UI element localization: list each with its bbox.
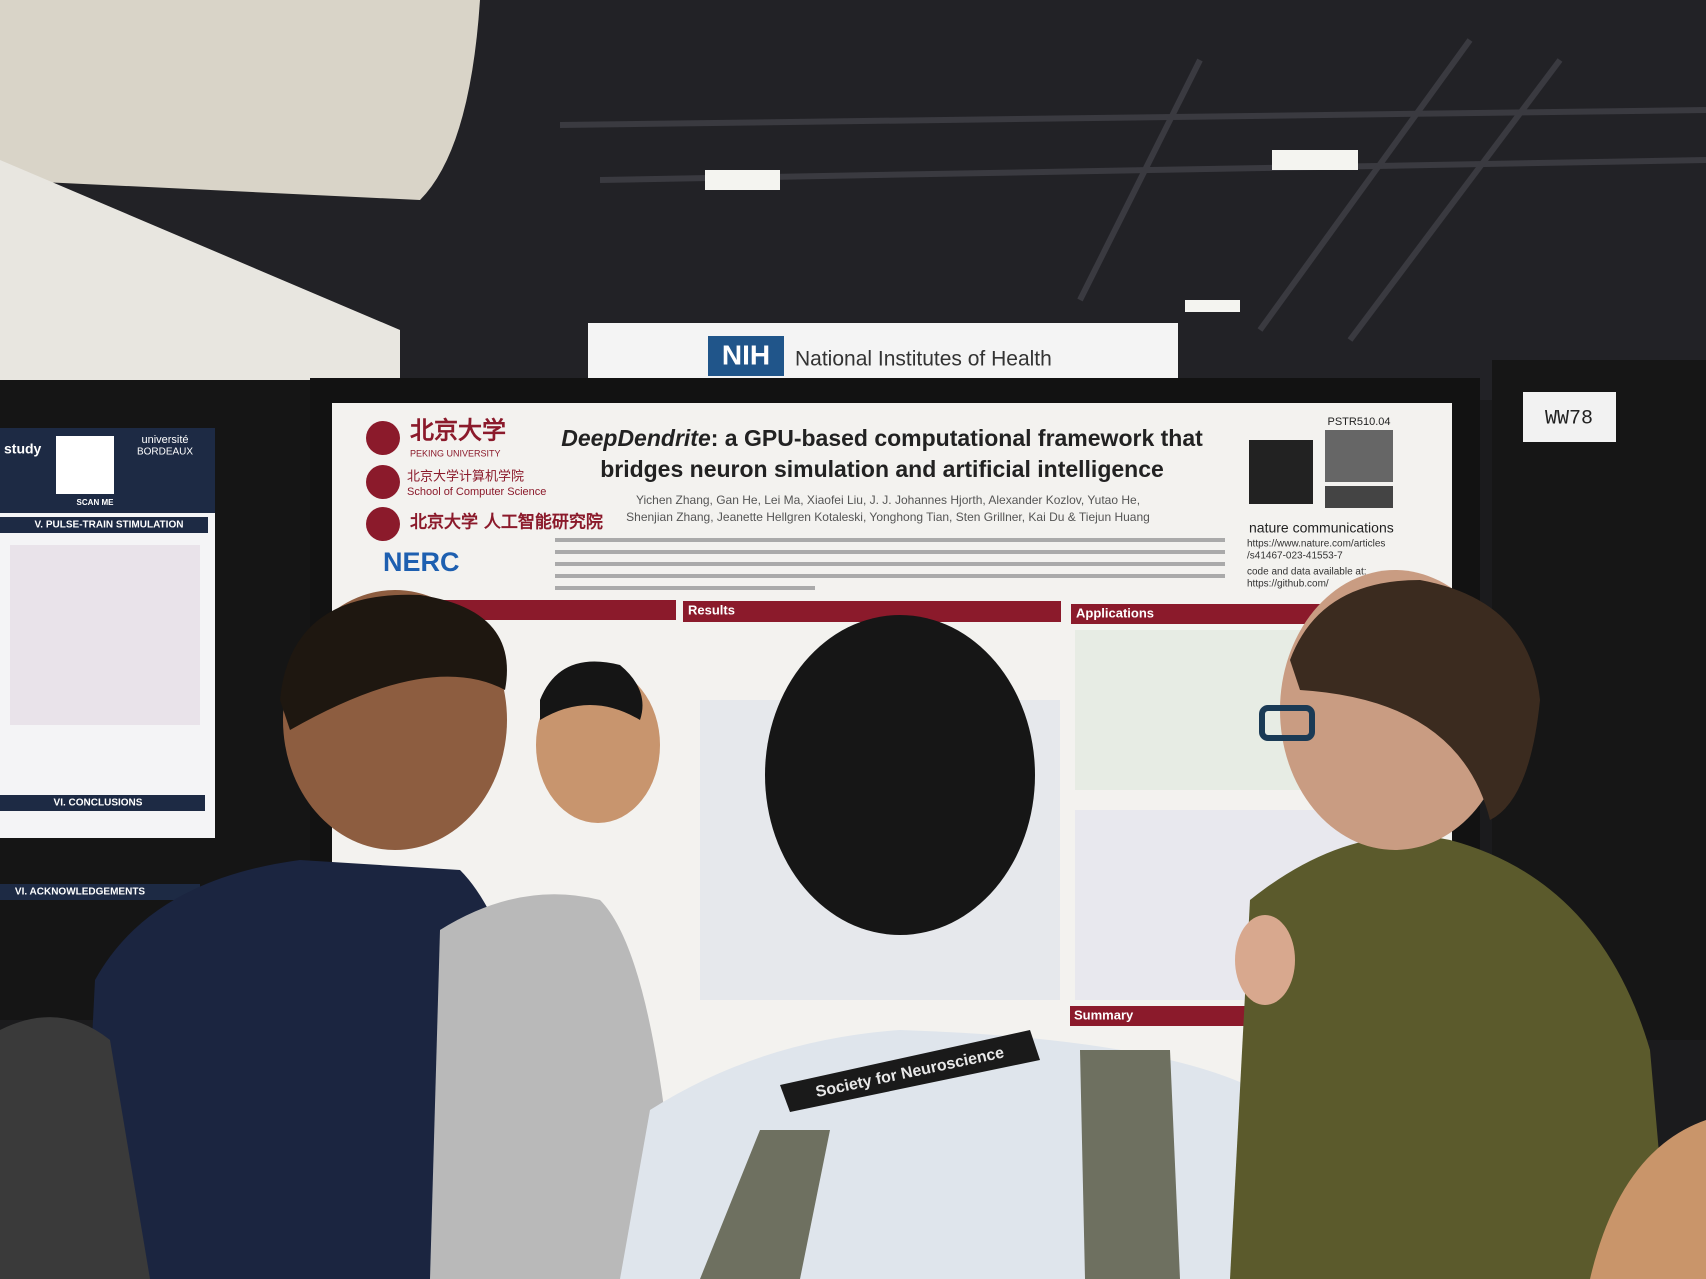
logo-mark [366, 421, 400, 455]
section-bar [683, 601, 1061, 622]
lanyard [780, 1030, 1040, 1112]
person-hair [540, 661, 643, 720]
hand [1235, 915, 1295, 1005]
qr-code [56, 436, 114, 494]
journal: nature communications [1249, 520, 1394, 536]
institution: PEKING UNIVERSITY [410, 448, 501, 458]
scan-label: SCAN ME [77, 498, 115, 507]
institution: School of Computer Science [407, 486, 546, 498]
left-section-bar [0, 795, 205, 811]
person-edge [1590, 1120, 1706, 1279]
left-section-bar [0, 884, 200, 900]
institution: 北京大学计算机学院 [407, 468, 524, 483]
balcony [0, 160, 400, 380]
balcony-ceiling [0, 0, 480, 200]
nih-logo: NIH [722, 339, 770, 370]
ceiling-light [1272, 150, 1358, 170]
nih-name: National Institutes of Health [795, 348, 1052, 371]
booth-sign [1523, 392, 1616, 442]
left-heading: study [4, 441, 42, 457]
left-section: VI. CONCLUSIONS [54, 798, 143, 809]
institution: 北京大学 人工智能研究院 [410, 512, 603, 533]
person-head [765, 615, 1035, 935]
authors: Shenjian Zhang, Jeanette Hellgren Kotale… [626, 510, 1150, 524]
person-sweater [430, 894, 680, 1279]
poster-title: bridges neuron simulation and artificial… [600, 456, 1164, 482]
backpack-strap [700, 1130, 830, 1279]
university: BORDEAUX [137, 447, 193, 458]
ceiling-light [705, 170, 780, 190]
backpack-strap [1080, 1050, 1180, 1279]
glasses [1259, 705, 1315, 741]
qr-code [1249, 440, 1313, 504]
section-bar [1070, 1006, 1260, 1026]
booth-number: WW78 [1545, 407, 1593, 430]
nih-sign [588, 323, 1178, 378]
person-hair [280, 594, 507, 730]
nih-logo-box [708, 336, 784, 376]
poster-id: PSTR510.04 [1328, 416, 1391, 428]
logo-mark [366, 507, 400, 541]
section-title: Applications [1076, 605, 1154, 620]
institution: 北京大学 [410, 416, 506, 445]
photo-badge [1325, 430, 1393, 482]
left-figure [10, 545, 200, 725]
left-section-bar [0, 517, 208, 533]
section-bar [440, 600, 676, 620]
section-title: Results [688, 602, 735, 617]
university: université [141, 434, 188, 446]
title-em: DeepDendrite [561, 425, 711, 451]
code-url: https://github.com/ [1247, 579, 1329, 590]
title-rest: : a GPU-based computational framework th… [711, 425, 1203, 451]
logo-mark [366, 465, 400, 499]
left-section: VI. ACKNOWLEDGEMENTS [15, 887, 146, 898]
cc-badge [1325, 486, 1393, 508]
ceiling-light [1185, 300, 1240, 312]
left-section: V. PULSE-TRAIN STIMULATION [35, 520, 184, 531]
poster-title: DeepDendrite: a GPU-based computational … [561, 425, 1203, 451]
authors: Yichen Zhang, Gan He, Lei Ma, Xiaofei Li… [636, 493, 1140, 507]
code-note: code and data available at: [1247, 567, 1367, 578]
section-title: Summary [1074, 1007, 1134, 1022]
ceiling-pipes [559, 38, 1706, 342]
doi-url: /s41467-023-41553-7 [1247, 551, 1343, 562]
person-hair [1290, 580, 1540, 820]
doi-url: https://www.nature.com/articles [1247, 539, 1385, 550]
affiliation-lines [555, 538, 1225, 590]
backpack [0, 1017, 150, 1279]
person-green-sweater [1230, 836, 1670, 1279]
nerc-logo: NERC [383, 547, 460, 577]
